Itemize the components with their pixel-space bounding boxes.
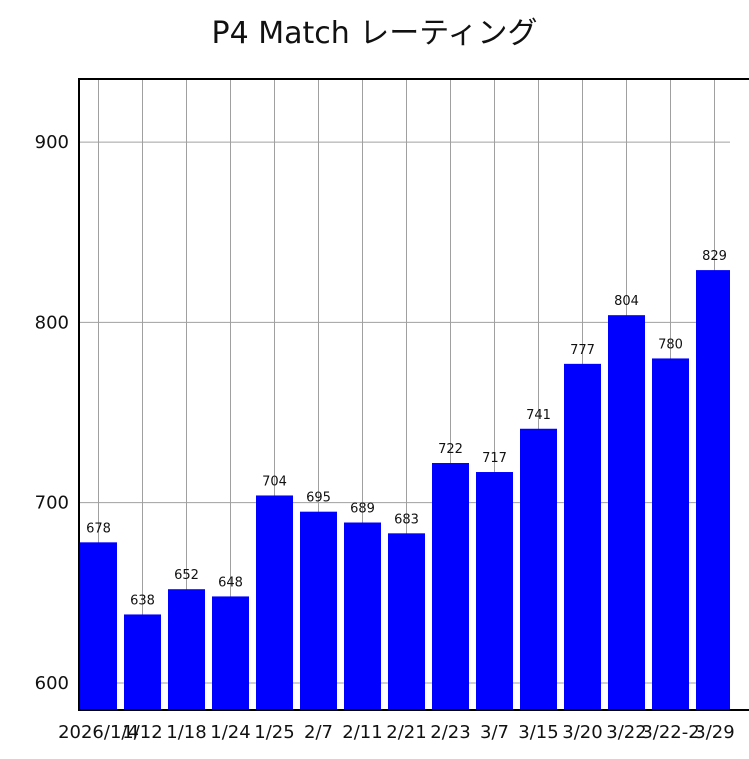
bar <box>212 596 249 710</box>
bar <box>520 428 557 710</box>
x-tick-label: 2/21 <box>386 722 426 743</box>
data-label: 652 <box>174 568 199 583</box>
x-tick-label: 3/22-2 <box>641 722 699 743</box>
data-label: 741 <box>526 408 551 423</box>
bar <box>608 315 645 710</box>
bar <box>696 270 730 710</box>
y-tick-label: 700 <box>35 493 69 514</box>
data-label: 704 <box>262 474 287 489</box>
x-tick-labels: 2026/1/41/12 1/18 1/24 1/25 2/7 2/11 2/21 2/23 3… <box>58 722 735 743</box>
data-label: 689 <box>350 502 375 517</box>
x-tick-label: 3/20 <box>562 722 602 743</box>
bar <box>344 522 381 710</box>
data-label: 695 <box>306 491 331 506</box>
y-tick-label: 900 <box>35 132 69 153</box>
y-tick-label: 600 <box>35 673 69 694</box>
data-label: 683 <box>394 512 419 527</box>
data-labels: 678 638 652 648 704 695 689 683 722 717 741 777 804 7… <box>86 249 727 608</box>
data-label: 780 <box>658 337 683 352</box>
data-label: 829 <box>702 249 727 264</box>
data-label: 648 <box>218 575 243 590</box>
x-tick-label: 1/12 <box>122 722 162 743</box>
data-label: 638 <box>130 593 155 608</box>
bar <box>124 614 161 710</box>
bar <box>432 463 469 710</box>
bar <box>564 363 601 710</box>
x-tick-label: 3/7 <box>480 722 509 743</box>
bar <box>256 495 293 710</box>
data-label: 804 <box>614 294 639 309</box>
x-tick-label: 3/22 <box>606 722 646 743</box>
x-tick-label: 2/11 <box>342 722 382 743</box>
data-label: 777 <box>570 343 595 358</box>
bars <box>80 270 730 710</box>
chart-title: P4 Match レーティング <box>211 16 538 51</box>
bar <box>300 511 337 710</box>
data-label: 722 <box>438 442 463 457</box>
x-tick-label: 1/25 <box>254 722 294 743</box>
x-tick-label: 1/18 <box>166 722 206 743</box>
x-tick-label: 1/24 <box>210 722 250 743</box>
data-label: 678 <box>86 521 111 536</box>
x-tick-label: 2/7 <box>304 722 333 743</box>
data-label: 717 <box>482 451 507 466</box>
plot-frame <box>78 78 749 711</box>
bar <box>388 533 425 710</box>
x-tick-label: 2/23 <box>430 722 470 743</box>
y-tick-labels: 600 700 800 900 <box>35 132 69 694</box>
y-tick-label: 800 <box>35 312 69 333</box>
bar <box>476 472 513 710</box>
x-tick-label: 3/15 <box>518 722 558 743</box>
bar <box>652 358 689 710</box>
bar <box>80 542 117 710</box>
x-tick-label: 2026/1/4 <box>58 722 139 743</box>
x-tick-label: 3/29 <box>694 722 734 743</box>
bar <box>168 589 205 710</box>
